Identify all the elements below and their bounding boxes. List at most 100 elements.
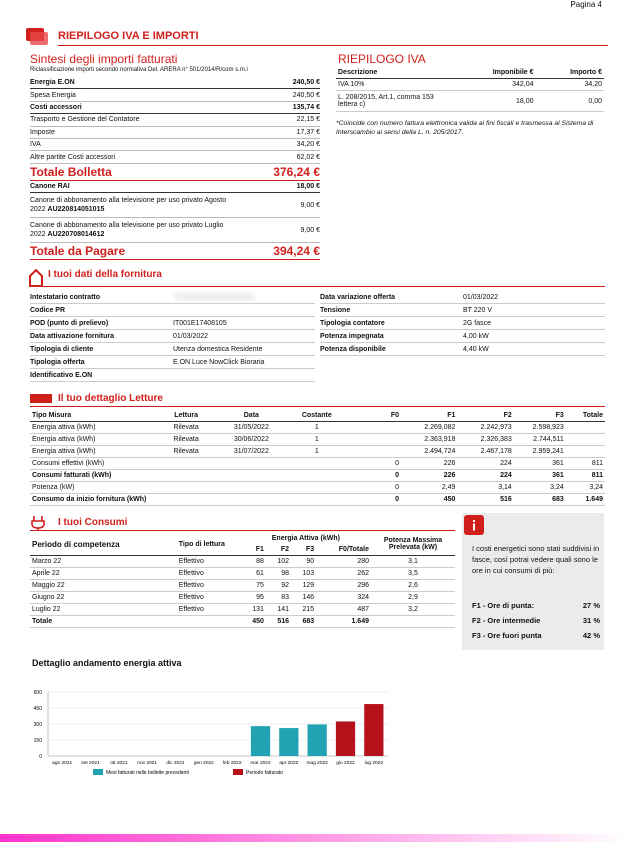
letture-cell: 1.649: [565, 493, 605, 506]
rai-label: Canone RAI: [30, 182, 70, 190]
summary-row: Energia E.ON 240,50 €: [30, 77, 320, 90]
letture-row: Energia attiva (kWh) Rilevata 31/07/2022 1 2…: [30, 445, 605, 458]
consumi-cell: 83: [265, 591, 291, 604]
header-cell: F1: [240, 544, 266, 556]
pagare-row: Totale da Pagare 394,24 €: [30, 243, 320, 261]
info-value: 31 %: [582, 616, 600, 625]
x-tick-label: mag 2022: [306, 760, 328, 766]
letture-cell: 224: [457, 469, 514, 482]
consumi-cell: Maggio 22: [30, 579, 177, 592]
sintesi-table: Energia E.ON 240,50 € Spesa Energia 240,50 …: [30, 77, 320, 261]
field-value: 4,00 kW: [463, 332, 489, 340]
letture-cell: 450: [401, 493, 458, 506]
header-row: Periodo di competenza Tipo di lettura Ener…: [30, 533, 455, 556]
consumi-cell: 75: [240, 579, 266, 592]
fornitura-row: Intestatario contratto: [30, 291, 315, 304]
field-label: Potenza impegnata: [320, 332, 384, 340]
field-label: Data variazione offerta: [320, 293, 396, 301]
consumi-cell: 2,6: [371, 579, 455, 592]
row-label: Trasporto e Gestione del Contatore: [30, 116, 140, 124]
field-label: Tipologia di cliente: [30, 345, 94, 353]
header-cell: F3: [513, 410, 566, 422]
consumi-row: Giugno 22 Effettivo 95 83 146 324 2,9: [30, 591, 455, 604]
pagare-amount: 394,24 €: [273, 244, 320, 259]
fornitura-row: Identificativo E.ON: [30, 369, 315, 382]
fornitura-title: I tuoi dati della fornitura: [48, 269, 162, 280]
header-cell: Tipo Misura: [30, 410, 152, 422]
consumi-cell: Effettivo: [176, 579, 241, 592]
letture-cell: 1: [281, 445, 352, 458]
letture-cell: Consumi fatturati (kWh): [30, 469, 152, 482]
consumi-cell: 131: [240, 603, 266, 616]
bar: [279, 728, 299, 756]
field-label: Intestatario contratto: [30, 293, 101, 301]
consumi-cell: Effettivo: [176, 567, 241, 580]
meter-icon: [30, 394, 52, 403]
consumi-cell: 146: [291, 591, 317, 604]
consumi-cell: 3,5: [371, 567, 455, 580]
letture-cell: [565, 445, 605, 458]
y-tick-label: 450: [34, 706, 43, 712]
letture-cell: 516: [457, 493, 514, 506]
consumi-row: Luglio 22 Effettivo 131 141 215 487 3,2: [30, 603, 455, 616]
letture-cell: Energia attiva (kWh): [30, 421, 152, 434]
field-value: E.ON Luce NowClick Bioraria: [173, 358, 265, 366]
row-label: Energia E.ON: [30, 79, 75, 87]
consumi-cell: 262: [316, 567, 371, 580]
bar: [335, 721, 356, 756]
consumi-cell: 296: [316, 579, 371, 592]
canone-amount: 9,00 €: [300, 201, 320, 209]
letture-cell: 361: [513, 457, 566, 470]
letture-cell: 226: [401, 457, 458, 470]
info-icon: [464, 515, 484, 535]
fornitura-row: POD (punto di prelievo) IT001E17408105: [30, 317, 315, 330]
letture-cell: 31/07/2022: [220, 445, 282, 458]
fornitura-left: Intestatario contratto Codice PR POD (punt…: [30, 291, 315, 382]
consumi-cell: 1.649: [316, 615, 371, 628]
consumi-cell: Luglio 22: [30, 603, 177, 616]
field-value: 01/03/2022: [463, 293, 499, 301]
letture-cell: Rilevata: [151, 445, 221, 458]
header-cell: Descrizione: [336, 67, 450, 79]
letture-cell: [151, 493, 221, 506]
legend-swatch: [93, 769, 103, 775]
consumi-row: Maggio 22 Effettivo 75 92 129 296 2,6: [30, 579, 455, 592]
field-label: Potenza disponibile: [320, 345, 386, 353]
header-cell: Energia Attiva (kWh): [271, 535, 340, 542]
letture-cell: 2.467,178: [457, 445, 514, 458]
y-tick-label: 0: [39, 754, 42, 760]
field-label: Tipologia contatore: [320, 319, 385, 327]
row-amount: 22,15 €: [296, 116, 320, 124]
fornitura-right: Data variazione offerta 01/03/2022 Tension…: [320, 291, 605, 356]
rule: [30, 286, 605, 287]
letture-cell: [281, 469, 352, 482]
letture-cell: [565, 421, 605, 434]
consumi-cell: 92: [265, 579, 291, 592]
x-tick-label: ago 2021: [52, 760, 72, 766]
total-amount: 376,24 €: [273, 164, 320, 179]
rai-row: Canone RAI 18,00 €: [30, 181, 320, 194]
consumi-cell: 95: [240, 591, 266, 604]
fornitura-row: Tipologia di cliente Utenza domestica Res…: [30, 343, 315, 356]
consumi-cell: 141: [265, 603, 291, 616]
header-cell: Totale: [565, 410, 605, 422]
header-cell: F3: [291, 544, 317, 556]
letture-cell: 0: [351, 457, 402, 470]
info-row: F1 - Ore di punta: 27 %: [472, 601, 600, 616]
field-label: POD (punto di prelievo): [30, 319, 109, 327]
chart: 0 150 300 450 600 ago 2021 set 2021 ott 2021 nov…: [34, 690, 388, 776]
consumi-cell: [371, 615, 455, 628]
header-icon: [26, 28, 48, 45]
x-tick-label: giu 2022: [336, 760, 355, 766]
row-amount: 17,37 €: [296, 128, 320, 136]
x-tick-label: apr 2022: [279, 760, 298, 766]
letture-cell: Potenza (kW): [30, 481, 152, 494]
letture-row: Consumi fatturati (kWh) 0 226 224 361 811: [30, 469, 605, 482]
field-value: 2G fasce: [463, 319, 492, 327]
letture-cell: [151, 469, 221, 482]
row-amount: 240,50 €: [292, 79, 320, 87]
consumi-table-wrap: Periodo di competenza Tipo di lettura Ener…: [30, 533, 455, 628]
letture-cell: Consumi effettivi (kWh): [30, 457, 152, 470]
summary-row: Imposte 17,37 €: [30, 127, 320, 139]
header-row: F1 F2 F3 F0/Totale: [30, 544, 455, 556]
